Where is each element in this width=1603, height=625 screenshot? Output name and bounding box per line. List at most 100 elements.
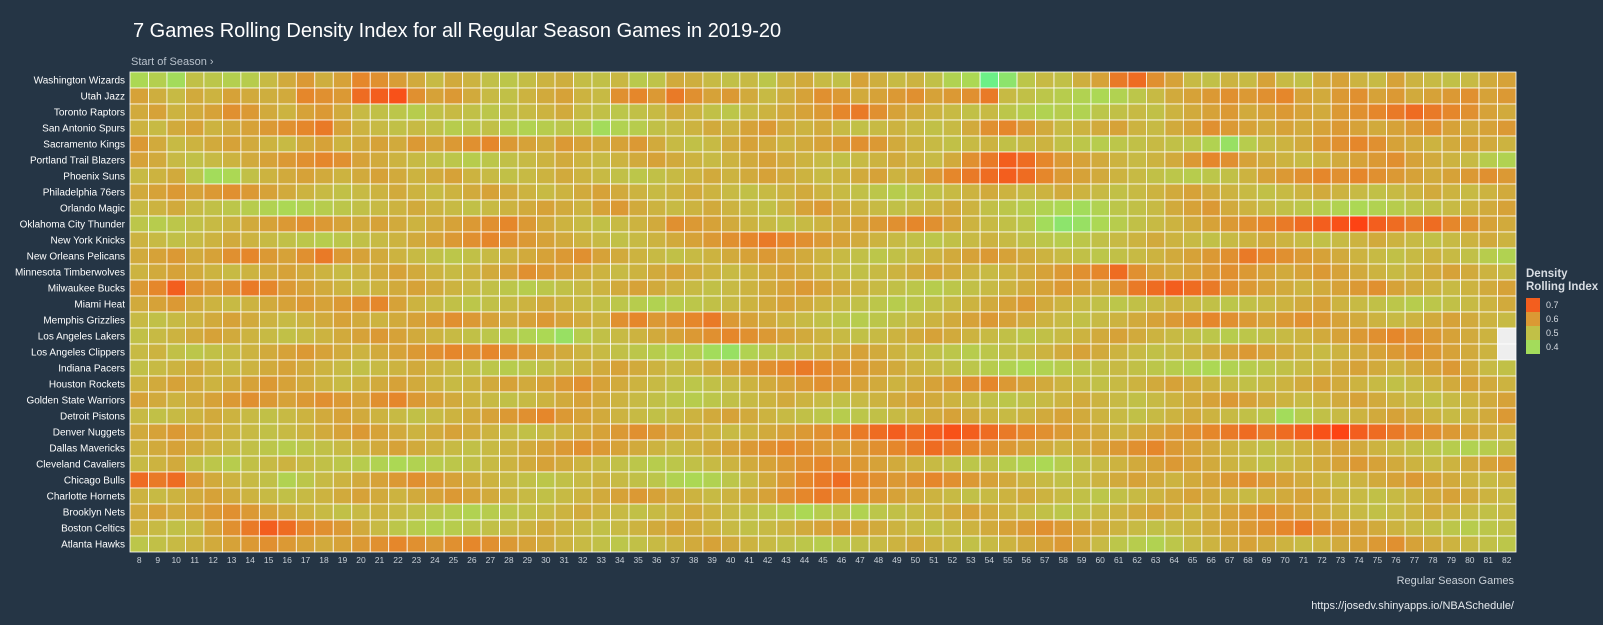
heatmap-cell <box>610 71 630 89</box>
heatmap-cell <box>942 263 962 281</box>
heatmap-cell <box>166 279 186 297</box>
heatmap-cell <box>647 199 667 217</box>
heatmap-cell <box>1201 263 1221 281</box>
heatmap-cell <box>1404 151 1424 169</box>
heatmap-cell <box>924 135 944 153</box>
heatmap-cell <box>129 407 149 425</box>
heatmap-cell <box>776 215 796 233</box>
x-tick-label: 24 <box>430 555 440 565</box>
heatmap-cell <box>1182 343 1203 361</box>
heatmap-cell <box>720 103 741 121</box>
heatmap-cell <box>1423 167 1443 185</box>
heatmap-cell <box>1164 519 1184 537</box>
heatmap-cell <box>1090 279 1110 297</box>
heatmap-cell <box>813 455 833 473</box>
heatmap-cell <box>776 151 796 169</box>
heatmap-cell <box>1127 455 1147 473</box>
heatmap-cell <box>185 71 205 89</box>
heatmap-cell <box>776 279 796 297</box>
heatmap-cell <box>1072 311 1092 329</box>
heatmap-cell <box>1441 103 1461 121</box>
heatmap-cell <box>720 487 741 505</box>
heatmap-cell <box>1035 455 1055 473</box>
heatmap-cell <box>684 535 704 553</box>
x-tick-label: 26 <box>467 555 477 565</box>
heatmap-cell <box>1219 391 1240 409</box>
heatmap-cell <box>369 167 390 185</box>
heatmap-cell <box>1238 487 1258 505</box>
heatmap-cell <box>1238 503 1258 521</box>
heatmap-cell <box>1275 375 1295 393</box>
x-tick-label: 56 <box>1022 555 1032 565</box>
heatmap-cell <box>813 167 833 185</box>
heatmap-cell <box>757 343 778 361</box>
heatmap-cell <box>831 135 852 153</box>
heatmap-cell <box>979 519 999 537</box>
heatmap-cell <box>813 279 833 297</box>
heatmap-cell <box>1182 391 1203 409</box>
heatmap-cell <box>684 199 704 217</box>
heatmap-cell <box>1109 359 1129 377</box>
heatmap-cell <box>1349 455 1369 473</box>
heatmap-cell <box>1423 535 1443 553</box>
heatmap-cell <box>591 343 611 361</box>
heatmap-cell <box>221 519 242 537</box>
x-tick-label: 18 <box>319 555 329 565</box>
x-tick-label: 43 <box>781 555 791 565</box>
heatmap-cell <box>203 343 223 361</box>
heatmap-cell <box>831 375 852 393</box>
heatmap-cell <box>1238 263 1258 281</box>
heatmap-cell <box>1275 247 1295 265</box>
legend-item: 0.6 <box>1526 312 1598 326</box>
heatmap-cell <box>369 135 390 153</box>
heatmap-cell <box>1460 279 1480 297</box>
heatmap-cell <box>1072 151 1092 169</box>
heatmap-cell <box>850 87 870 105</box>
heatmap-cell <box>1497 423 1517 441</box>
heatmap-cell <box>1349 135 1369 153</box>
heatmap-cell <box>369 487 390 505</box>
heatmap-cell <box>1035 375 1055 393</box>
heatmap-cell <box>850 471 870 489</box>
heatmap-cell <box>1386 71 1406 89</box>
heatmap-cell <box>388 327 408 345</box>
heatmap-cell <box>443 487 464 505</box>
heatmap-cell <box>388 231 408 249</box>
heatmap-cell <box>739 103 759 121</box>
heatmap-cell <box>1478 263 1498 281</box>
heatmap-cell <box>1164 263 1184 281</box>
heatmap-cell <box>1090 263 1110 281</box>
heatmap-cell <box>536 247 556 265</box>
heatmap-cell <box>1090 167 1110 185</box>
heatmap-cell <box>129 487 149 505</box>
heatmap-cell <box>277 375 297 393</box>
heatmap-cell <box>185 503 205 521</box>
heatmap-cell <box>499 135 519 153</box>
heatmap-cell <box>739 247 759 265</box>
heatmap-cell <box>1330 343 1351 361</box>
heatmap-cell <box>1497 151 1517 169</box>
heatmap-cell <box>665 343 685 361</box>
heatmap-cell <box>1182 199 1203 217</box>
heatmap-cell <box>813 263 833 281</box>
heatmap-cell <box>1035 359 1055 377</box>
heatmap-cell <box>1164 311 1184 329</box>
heatmap-cell <box>665 407 685 425</box>
heatmap-cell <box>1090 183 1110 201</box>
heatmap-cell <box>517 519 537 537</box>
heatmap-cell <box>1423 247 1443 265</box>
heatmap-cell <box>702 103 722 121</box>
heatmap-cell <box>942 359 962 377</box>
heatmap-cell <box>1201 119 1221 137</box>
heatmap-cell <box>1478 535 1498 553</box>
heatmap-cell <box>554 103 574 121</box>
heatmap-cell <box>166 407 186 425</box>
x-tick-label: 53 <box>966 555 976 565</box>
heatmap-cell <box>1404 391 1424 409</box>
heatmap-cell <box>369 471 390 489</box>
heatmap-cell <box>665 199 685 217</box>
heatmap-cell <box>536 423 556 441</box>
heatmap-cell <box>1460 71 1480 89</box>
heatmap-cell <box>1053 503 1073 521</box>
heatmap-cell <box>665 135 685 153</box>
